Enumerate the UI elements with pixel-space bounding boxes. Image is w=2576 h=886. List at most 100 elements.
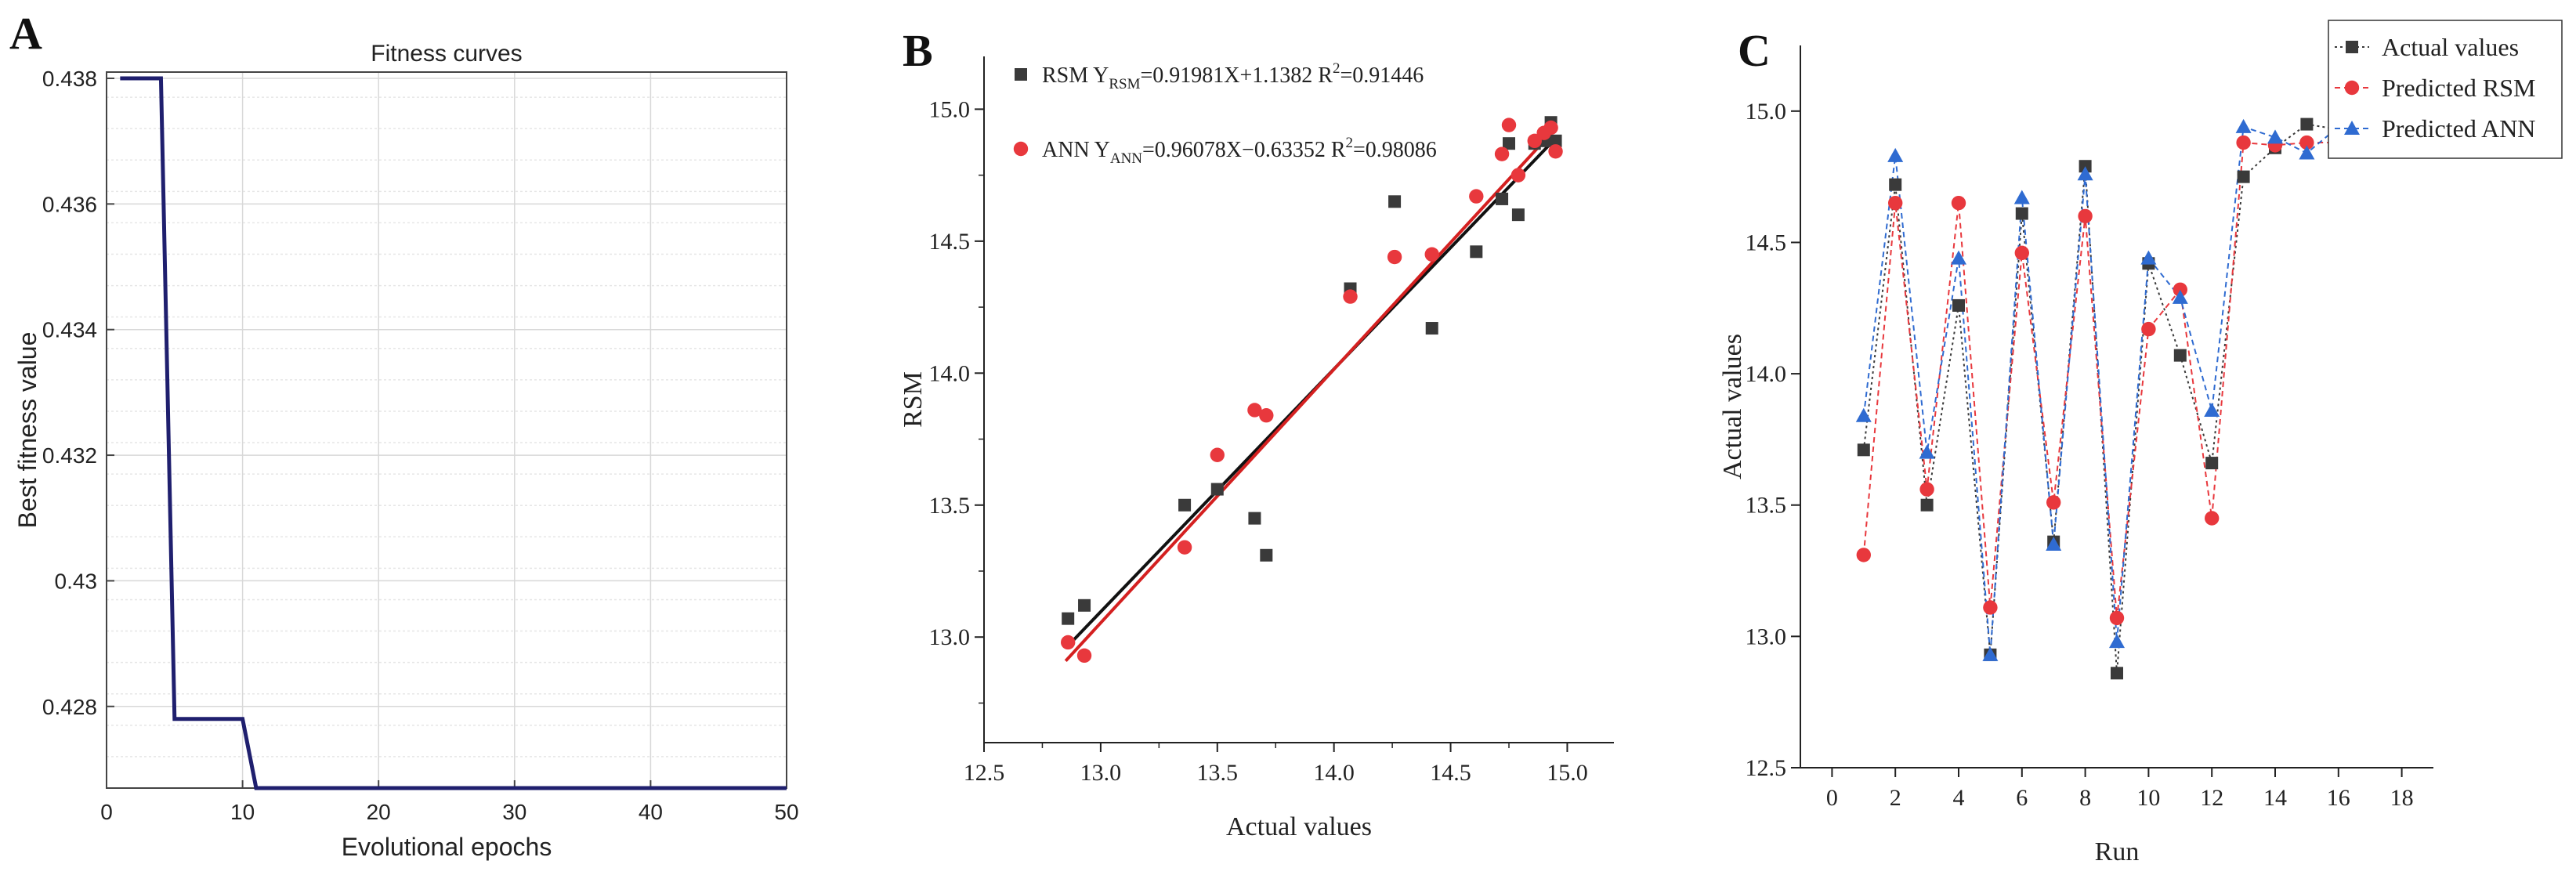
data-point-predicted-ann [2046,537,2062,551]
legend-label: Predicted ANN [2382,114,2535,143]
y-tick-label: 12.5 [1746,755,1787,781]
data-point-ann [1424,247,1439,262]
legend-box [2328,20,2563,159]
data-point-predicted-ann [2077,166,2093,181]
legend-marker [2346,41,2358,53]
data-point-ann [1343,289,1358,304]
plot-frame [106,71,787,789]
x-tick-label: 14.0 [1313,760,1355,786]
y-tick-label: 0.434 [42,318,97,342]
legend-marker-rsm [1015,68,1027,81]
data-point-actual-values [1920,498,1934,512]
panel-label-c: C [1738,25,1771,76]
y-axis-label: Actual values [1718,334,1747,479]
data-point-predicted-ann [2235,118,2252,133]
data-point-predicted-rsm [2236,135,2251,150]
data-point-predicted-rsm [2109,610,2125,626]
data-point-rsm [1078,599,1091,612]
data-point-rsm [1496,192,1509,205]
x-tick-label: 0 [1826,785,1838,811]
x-tick-label: 30 [502,800,526,824]
x-tick-label: 10 [2136,785,2160,811]
data-point-actual-values [1889,178,1902,191]
panel-b-scatter-chart: 12.5 13.0 13.5 14.0 14.5 15.0 13.0 13.5 14.0 14.5… [899,56,1614,841]
data-point-rsm [1425,322,1438,335]
data-point-ann [1548,144,1563,159]
fit-line-ann [1064,127,1558,663]
x-axis-label: Actual values [1226,812,1372,841]
y-tick-label: 14.0 [929,360,971,386]
data-point-ann [1259,408,1274,423]
x-tick-label: 12.5 [964,760,1005,786]
legend-marker [2344,121,2360,135]
data-point-ann [1511,168,1526,183]
series-line-predicted-ann [1862,125,2371,655]
x-tick-label: 14 [2263,785,2287,811]
data-point-actual-values [1952,298,1965,312]
x-axis-label: Run [2095,837,2140,866]
x-tick-label: 50 [774,800,798,824]
data-point-actual-values [2173,349,2187,362]
x-tick-label: 8 [2079,785,2091,811]
y-tick-label: 15.0 [929,96,971,122]
x-tick-label: 20 [367,800,391,824]
data-point-rsm [1511,208,1525,222]
data-point-ann [1543,120,1558,136]
data-point-predicted-ann [1887,147,1904,162]
data-point-predicted-rsm [2014,245,2029,261]
fitness-curve-line [120,76,787,790]
y-tick-label: 13.5 [1746,493,1787,519]
data-point-predicted-ann [2172,289,2188,304]
data-point-ann [1061,635,1076,650]
x-tick-label: 0 [100,800,113,824]
data-point-predicted-rsm [1856,548,1871,562]
data-point-actual-values [2205,457,2219,470]
data-point-rsm [1248,512,1261,525]
legend-label: Actual values [2382,33,2519,61]
x-tick-label: 13.0 [1080,760,1122,786]
legend-marker-ann [1013,141,1029,157]
data-point-predicted-rsm [2205,511,2220,526]
x-tick-label: 18 [2390,785,2414,811]
data-point-predicted-ann [2204,403,2220,418]
x-tick-label: 10 [230,800,255,824]
y-tick-label: 13.0 [929,624,971,650]
data-point-rsm [1062,612,1075,625]
data-point-ann [1501,118,1517,132]
x-tick-label: 6 [2016,785,2028,811]
data-point-predicted-ann [2013,190,2030,204]
data-point-ann [1177,540,1192,555]
data-point-predicted-rsm [1951,195,1966,211]
data-point-predicted-ann [2299,145,2315,160]
x-tick-label: 40 [639,800,663,824]
data-point-actual-values [2300,118,2314,131]
x-tick-label: 12 [2200,785,2223,811]
data-point-rsm [1470,245,1483,259]
data-point-ann [1247,403,1262,418]
data-point-actual-values [1857,443,1870,457]
y-tick-label: 0.438 [42,67,97,91]
data-point-predicted-rsm [2299,135,2314,150]
legend-label-rsm: RSM YRSM=0.91981X+1.1382 R2=0.91446 [1042,60,1424,92]
y-tick-label: 15.0 [1746,99,1787,125]
data-point-ann [1210,447,1225,462]
x-tick-label: 4 [1953,785,1965,811]
chart-title: Fitness curves [371,41,522,67]
y-axis-label: Best fitness value [13,332,42,529]
y-tick-label: 0.43 [55,569,98,593]
x-axis-label: Evolutional epochs [342,833,552,861]
data-point-predicted-ann [1982,646,1999,661]
data-point-predicted-rsm [1983,600,1998,615]
y-axis-label: RSM [899,371,928,428]
y-tick-label: 0.432 [42,443,97,468]
data-point-rsm [1549,134,1562,147]
x-tick-label: 15.0 [1547,760,1588,786]
data-point-predicted-ann [2140,250,2157,265]
data-point-predicted-rsm [2173,282,2187,298]
data-point-predicted-rsm [2141,321,2156,337]
legend-label: Predicted RSM [2382,74,2535,102]
legend-label-ann: ANN YANN=0.96078X−0.63352 R2=0.98086 [1042,135,1437,167]
data-point-predicted-rsm [1888,195,1903,211]
data-point-rsm [1178,498,1192,512]
